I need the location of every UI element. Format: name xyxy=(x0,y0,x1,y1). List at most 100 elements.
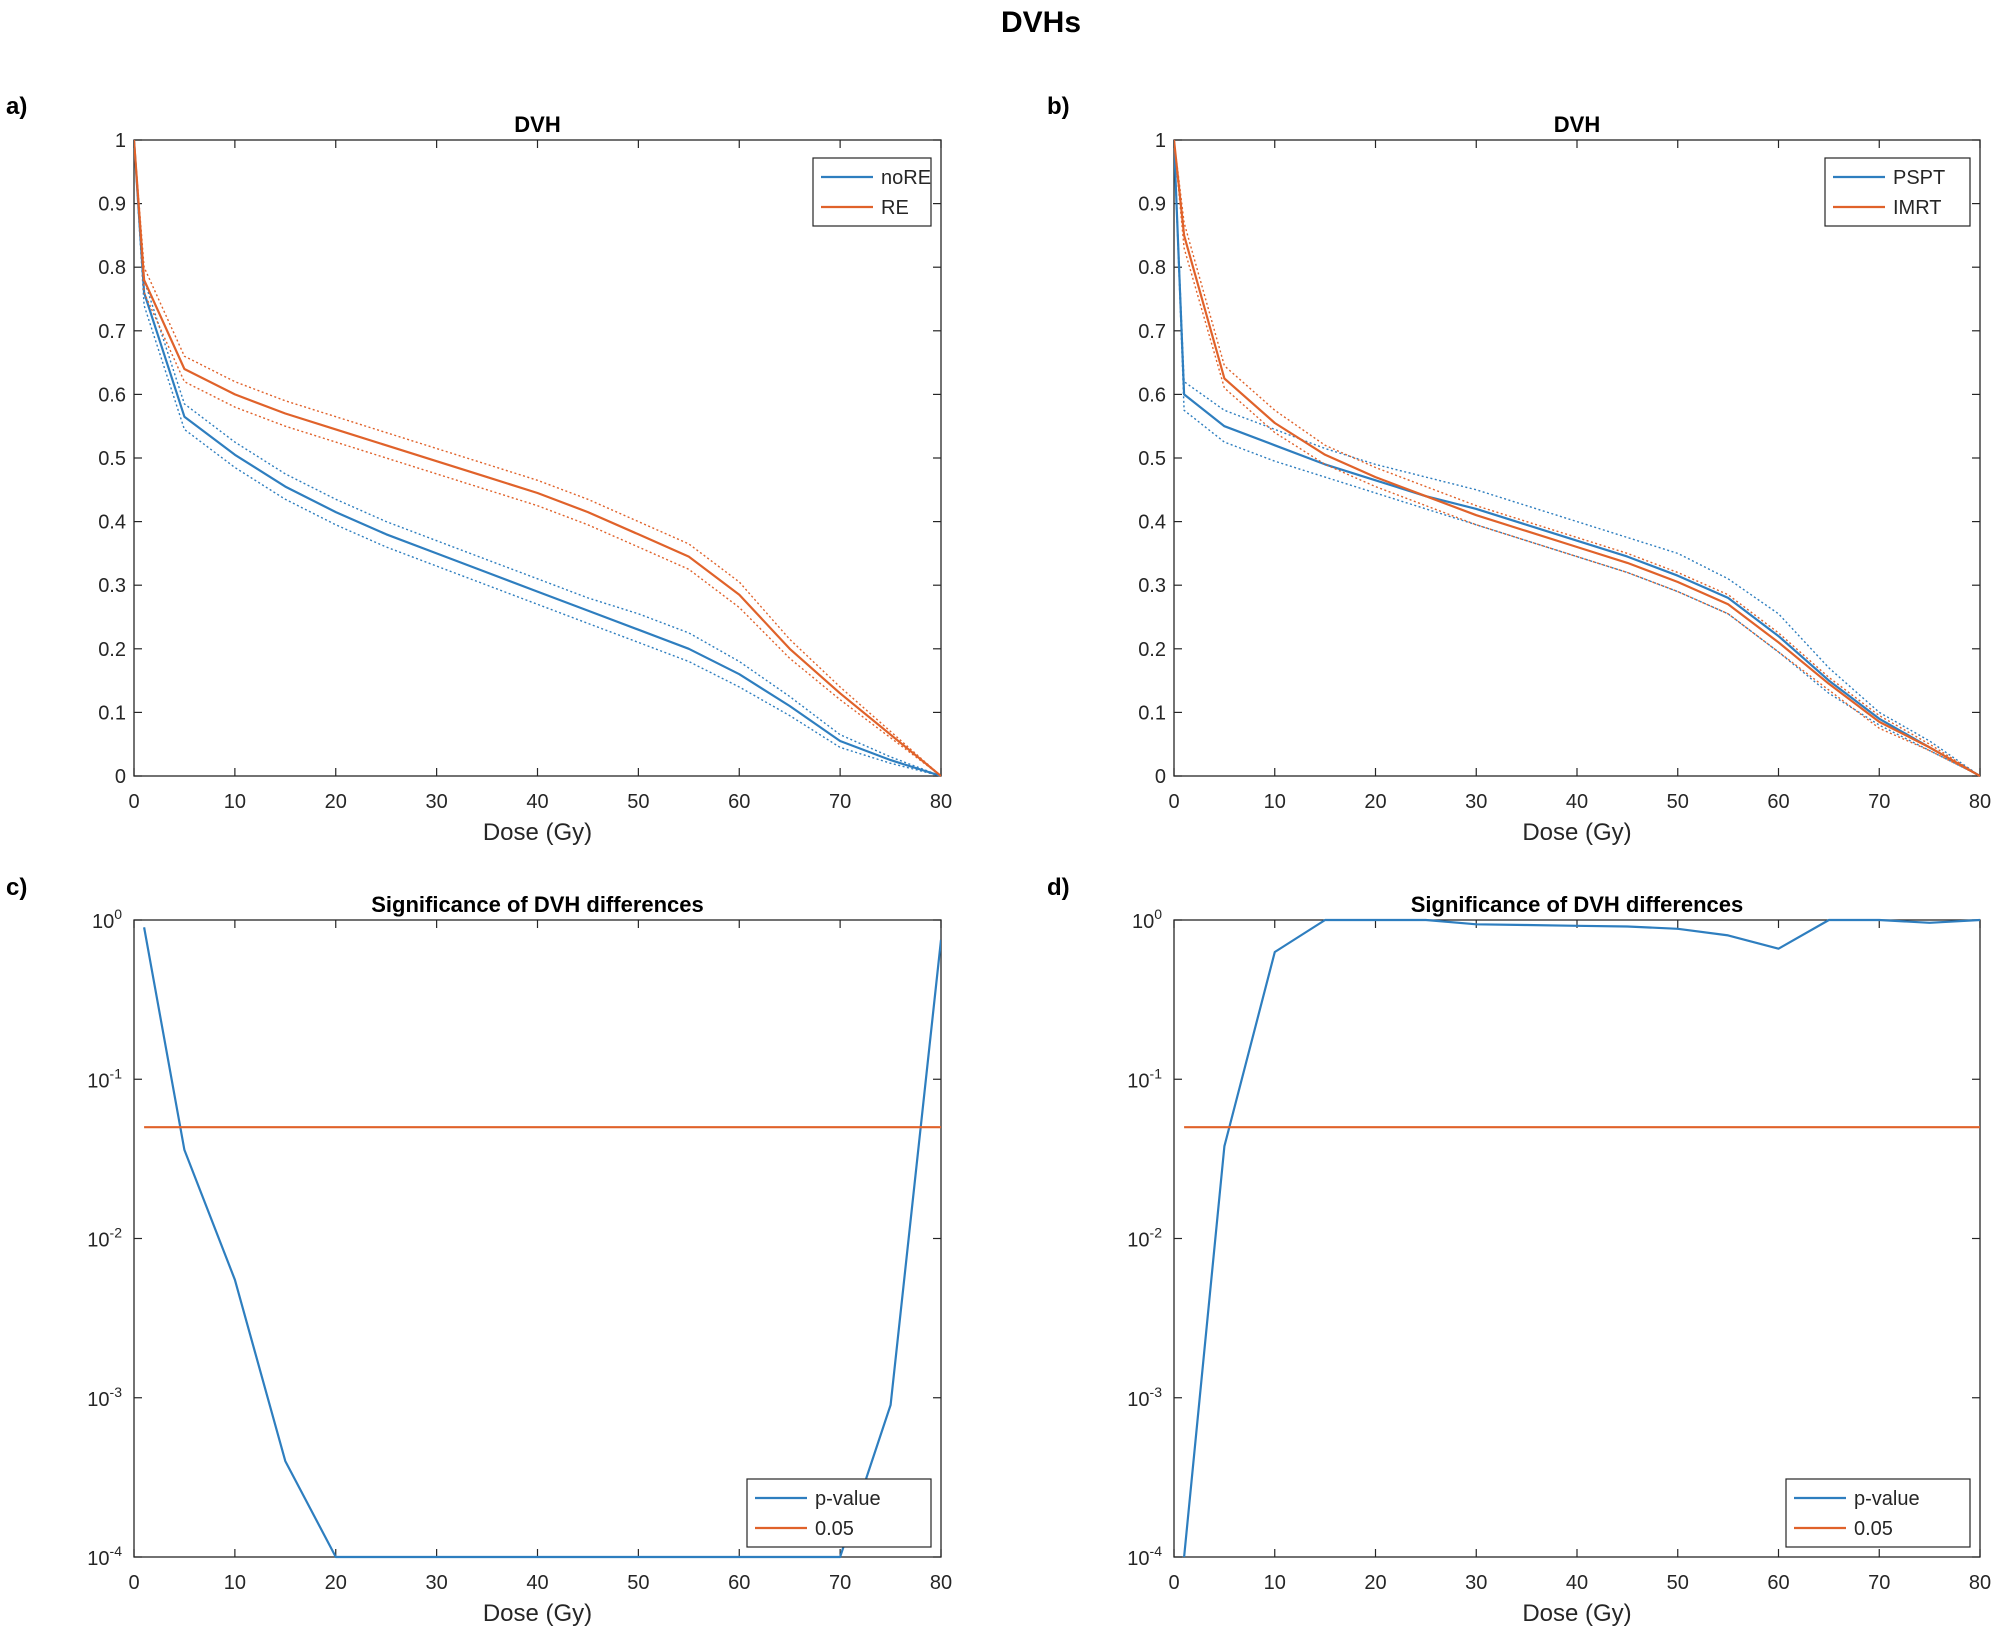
series-line-nore xyxy=(134,139,941,778)
x-tick-label: 70 xyxy=(1868,791,1890,813)
x-tick-label: 10 xyxy=(1264,1572,1286,1594)
series-line-imrt xyxy=(1174,139,1980,777)
plot-area-frame xyxy=(133,139,942,777)
x-tick-label: 60 xyxy=(728,1572,750,1594)
legend: p-value 0.05 xyxy=(746,1478,932,1548)
series-line-nore-lower-bound xyxy=(134,139,941,777)
y-tick-label: 0.5 xyxy=(98,448,126,470)
y-tick-label: 0.4 xyxy=(1138,512,1166,534)
x-tick-label: 40 xyxy=(1566,791,1588,813)
y-tick-label: 1 xyxy=(115,130,126,152)
y-tick-label: 0.3 xyxy=(98,575,126,597)
y-tick-label: 10-1 xyxy=(87,1065,122,1092)
y-tick-label: 0.2 xyxy=(1138,639,1166,661)
series-line-re-upper-bound xyxy=(134,139,941,777)
series-line-imrt-upper-bound xyxy=(1174,139,1980,777)
series-line-nore-upper-bound xyxy=(134,139,941,777)
y-tick-label: 0.1 xyxy=(1138,702,1166,724)
legend-box xyxy=(812,157,932,227)
legend-label: p-value xyxy=(815,1488,881,1510)
legend-label: PSPT xyxy=(1893,167,1945,189)
chart-title: Significance of DVH differences xyxy=(371,892,704,917)
x-tick-label: 20 xyxy=(1364,791,1386,813)
x-tick-label: 70 xyxy=(829,791,851,813)
x-tick-label: 0 xyxy=(1168,1572,1179,1594)
legend-label: 0.05 xyxy=(1854,1518,1893,1540)
y-tick-label: 100 xyxy=(1132,906,1162,933)
x-axis-label: Dose (Gy) xyxy=(483,819,592,846)
y-tick-label: 0.6 xyxy=(1138,384,1166,406)
series-line-imrt-lower-bound xyxy=(1174,139,1980,777)
y-tick-label: 10-2 xyxy=(1127,1225,1162,1252)
plot-area-frame xyxy=(133,919,942,1558)
series-group xyxy=(1174,139,1980,777)
chart-title: DVH xyxy=(1554,112,1600,137)
chart-title: DVH xyxy=(514,112,560,137)
x-tick-label: 20 xyxy=(325,791,347,813)
y-tick-label: 0.9 xyxy=(98,194,126,216)
legend-box xyxy=(1785,1478,1971,1548)
y-tick-label: 0.8 xyxy=(98,257,126,279)
x-tick-label: 0 xyxy=(1168,791,1179,813)
y-tick-label: 10-4 xyxy=(1127,1543,1162,1570)
y-tick-label: 10-2 xyxy=(87,1225,122,1252)
legend: noRE RE xyxy=(812,157,932,227)
y-tick-label: 0 xyxy=(1155,766,1166,788)
x-tick-label: 50 xyxy=(1667,791,1689,813)
y-tick-label: 10-1 xyxy=(1127,1065,1162,1092)
series-line-pspt-lower-bound xyxy=(1174,139,1980,777)
x-tick-label: 10 xyxy=(224,1572,246,1594)
x-axis-label: Dose (Gy) xyxy=(1522,819,1631,846)
x-tick-label: 70 xyxy=(1868,1572,1890,1594)
x-axis-label: Dose (Gy) xyxy=(1522,1600,1631,1627)
y-tick-label: 0.7 xyxy=(1138,321,1166,343)
x-tick-label: 50 xyxy=(1667,1572,1689,1594)
legend-label: p-value xyxy=(1854,1488,1920,1510)
legend: PSPT IMRT xyxy=(1824,157,1971,227)
x-axis-label: Dose (Gy) xyxy=(483,1600,592,1627)
x-tick-label: 20 xyxy=(1364,1572,1386,1594)
x-tick-label: 60 xyxy=(1767,791,1789,813)
panel-label-c: c) xyxy=(6,874,28,901)
y-tick-label: 0 xyxy=(115,766,126,788)
figure-title: DVHs xyxy=(1000,6,1082,39)
y-tick-label: 0.9 xyxy=(1138,194,1166,216)
x-tick-label: 0 xyxy=(128,1572,139,1594)
x-tick-label: 30 xyxy=(1465,791,1487,813)
legend-label: RE xyxy=(881,197,909,219)
y-tick-label: 1 xyxy=(1155,130,1166,152)
x-tick-label: 40 xyxy=(526,791,548,813)
x-tick-label: 50 xyxy=(627,1572,649,1594)
series-group xyxy=(143,927,941,1559)
y-tick-label: 0.6 xyxy=(98,384,126,406)
series-line-p-value xyxy=(1183,918,1980,1558)
x-tick-label: 10 xyxy=(1264,791,1286,813)
series-line-re xyxy=(134,139,941,777)
legend-label: noRE xyxy=(881,167,931,189)
chart-a: 0 10 20 30 40 50 60 70 80 0 0.1 0.2 0.3 0.4 0.5 0.6 0.7 0… xyxy=(98,112,952,846)
legend-label: 0.05 xyxy=(815,1518,854,1540)
x-tick-label: 10 xyxy=(224,791,246,813)
panel-label-a: a) xyxy=(6,93,28,120)
chart-c: 0 10 20 30 40 50 60 70 80 10-4 10-3 10-2 10-1 100 Sign… xyxy=(87,892,952,1627)
y-tick-label: 0.3 xyxy=(1138,575,1166,597)
series-line-pspt-upper-bound xyxy=(1174,139,1980,777)
x-tick-label: 30 xyxy=(426,791,448,813)
y-tick-label: 0.8 xyxy=(1138,257,1166,279)
y-tick-label: 0.5 xyxy=(1138,448,1166,470)
y-tick-label: 10-4 xyxy=(87,1543,122,1570)
chart-title: Significance of DVH differences xyxy=(1411,892,1744,917)
legend-box xyxy=(1824,157,1971,227)
series-group xyxy=(1183,918,1980,1558)
legend: p-value 0.05 xyxy=(1785,1478,1971,1548)
series-line-p-value xyxy=(143,927,941,1559)
x-tick-label: 60 xyxy=(1767,1572,1789,1594)
series-line-pspt xyxy=(1174,139,1980,777)
panel-label-b: b) xyxy=(1047,93,1070,120)
x-tick-label: 30 xyxy=(426,1572,448,1594)
x-tick-label: 80 xyxy=(930,791,952,813)
x-tick-label: 20 xyxy=(325,1572,347,1594)
y-tick-label: 10-3 xyxy=(87,1384,122,1411)
x-tick-label: 70 xyxy=(829,1572,851,1594)
